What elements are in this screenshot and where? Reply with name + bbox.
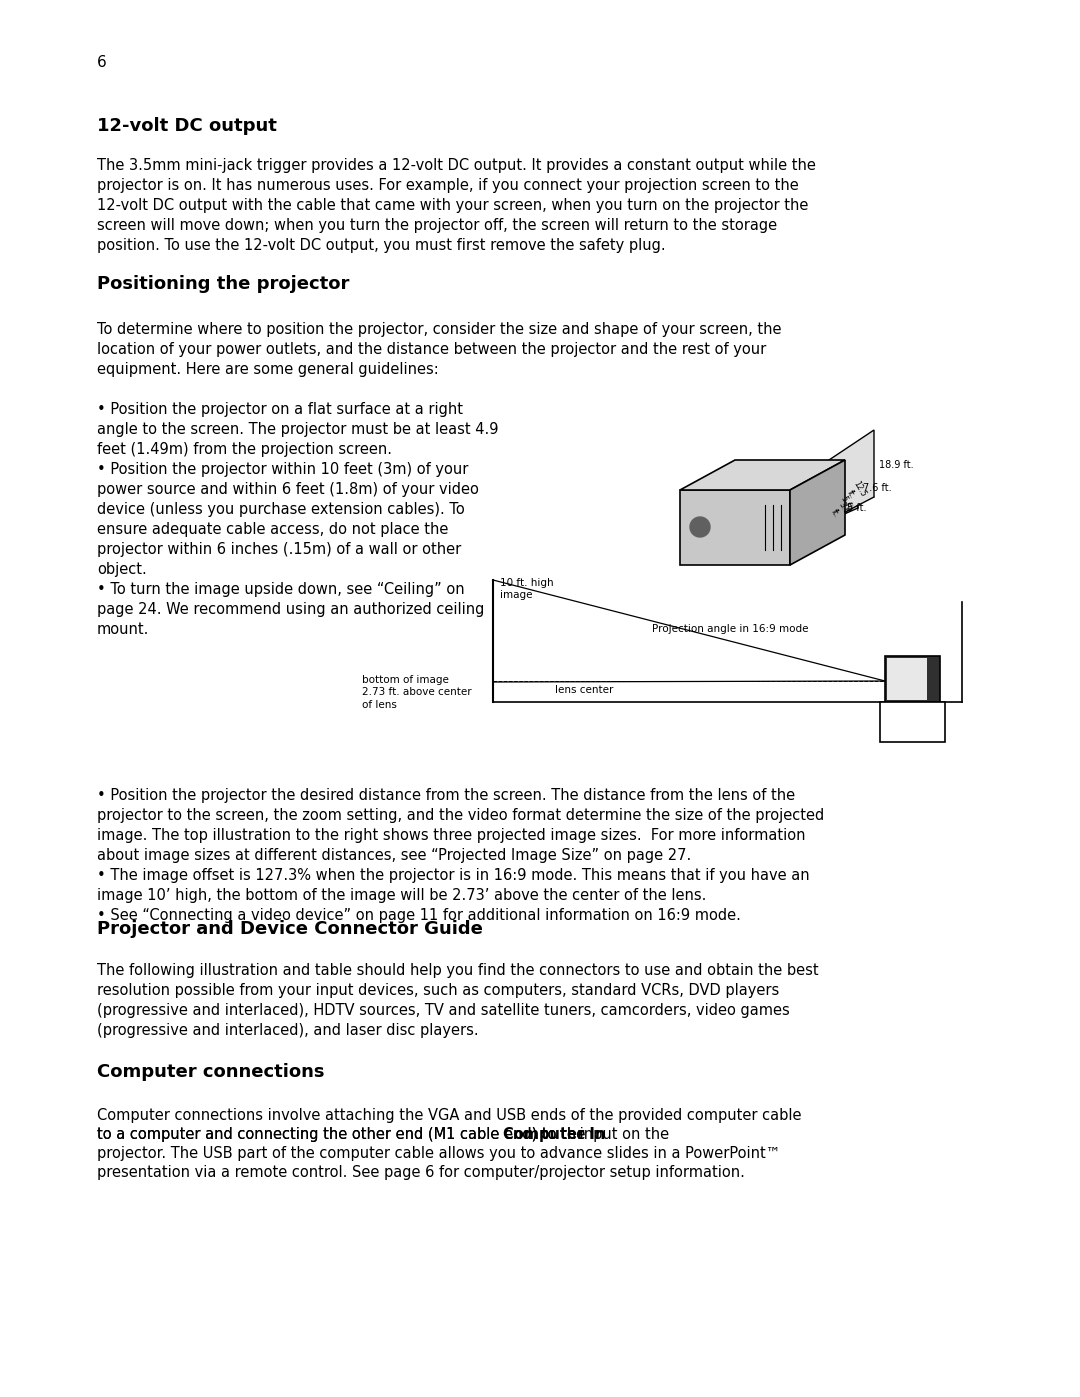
Text: bottom of image
2.73 ft. above center
of lens: bottom of image 2.73 ft. above center of… <box>362 675 472 710</box>
Text: Computer connections: Computer connections <box>97 1063 324 1081</box>
Text: to a computer and connecting the other end (M1 cable end) to the: to a computer and connecting the other e… <box>97 1127 590 1141</box>
Bar <box>887 658 927 700</box>
Text: 7.6 ft.: 7.6 ft. <box>863 483 892 493</box>
Text: The following illustration and table should help you find the connectors to use : The following illustration and table sho… <box>97 963 819 1038</box>
Bar <box>885 657 940 703</box>
Text: • Position the projector on a flat surface at a right
angle to the screen. The p: • Position the projector on a flat surfa… <box>97 402 499 637</box>
Polygon shape <box>680 460 845 490</box>
Text: 12.5
ft.: 12.5 ft. <box>842 481 867 504</box>
Text: presentation via a remote control. See page 6 for computer/projector setup infor: presentation via a remote control. See p… <box>97 1165 745 1180</box>
Text: 6: 6 <box>97 54 107 70</box>
Text: 12-volt DC output: 12-volt DC output <box>97 117 276 136</box>
Text: Projector and Device Connector Guide: Projector and Device Connector Guide <box>97 921 483 937</box>
Text: 5 ft.: 5 ft. <box>847 503 866 513</box>
Text: To determine where to position the projector, consider the size and shape of you: To determine where to position the proje… <box>97 321 782 377</box>
Text: 5 ft.: 5 ft. <box>839 495 854 511</box>
Text: projector. The USB part of the computer cable allows you to advance slides in a : projector. The USB part of the computer … <box>97 1146 781 1161</box>
Text: 10 ft. high
image: 10 ft. high image <box>500 578 554 601</box>
Text: Computer connections involve attaching the VGA and USB ends of the provided comp: Computer connections involve attaching t… <box>97 1108 801 1123</box>
Polygon shape <box>826 482 842 522</box>
Text: to a computer and connecting the other end (M1 cable end) to the: to a computer and connecting the other e… <box>97 1127 590 1141</box>
Text: Projection angle in 16:9 mode: Projection angle in 16:9 mode <box>651 624 808 634</box>
Text: 18.9 ft.: 18.9 ft. <box>879 460 914 469</box>
Bar <box>880 703 945 742</box>
Polygon shape <box>826 430 874 522</box>
Text: input on the: input on the <box>576 1127 670 1141</box>
Polygon shape <box>826 458 858 522</box>
Text: The 3.5mm mini-jack trigger provides a 12-volt DC output. It provides a constant: The 3.5mm mini-jack trigger provides a 1… <box>97 158 815 253</box>
Circle shape <box>690 517 710 536</box>
Bar <box>680 490 789 564</box>
Text: Computer In: Computer In <box>503 1127 606 1141</box>
Text: 3.6
ft.: 3.6 ft. <box>827 502 850 521</box>
Polygon shape <box>789 460 845 564</box>
Text: • Position the projector the desired distance from the screen. The distance from: • Position the projector the desired dis… <box>97 788 824 923</box>
Text: lens center: lens center <box>555 685 613 694</box>
Text: Positioning the projector: Positioning the projector <box>97 275 349 293</box>
